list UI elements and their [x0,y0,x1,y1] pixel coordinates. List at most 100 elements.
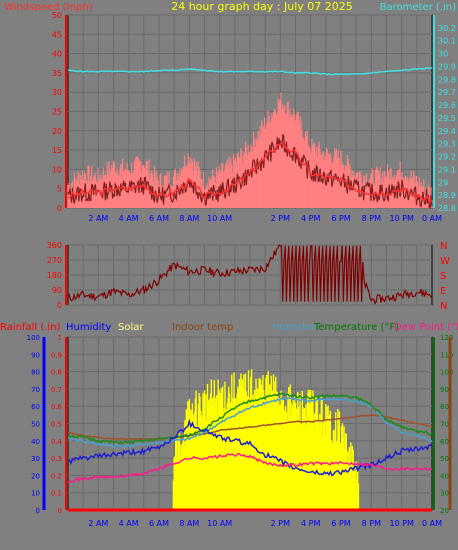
temp-y-tick: 20 [440,507,449,515]
rain-y-tick: 1 [58,334,62,342]
wind-y-tick: 15 [52,146,62,155]
wind-x-tick: 4 AM [119,214,139,223]
climate-series-label: Rainfall (.in) [0,322,61,333]
climate-series-label: Humidity [66,322,111,333]
climate-x-tick: 2 PM [271,519,290,528]
direction-compass-tick: N [440,301,447,312]
barometer-y-tick: 30 [438,50,448,59]
direction-y-tick: 270 [47,256,62,265]
humidity-y-tick: 80 [31,369,40,377]
temp-y-tick: 60 [440,438,449,446]
wind-y-tick: 30 [52,88,62,97]
direction-y-tick: 180 [47,271,62,280]
temp-y-tick: 80 [440,403,449,411]
barometer-y-tick: 28.8 [438,204,456,213]
wind-x-tick: 6 AM [149,214,169,223]
climate-series-label: Dew Point (°F) [394,322,458,333]
rain-y-tick: 0.5 [51,421,62,429]
climate-x-tick: 6 AM [149,519,169,528]
climate-series-label: Humidex [272,322,317,333]
climate-x-tick: 8 PM [362,519,381,528]
wind-y-tick: 20 [52,127,62,136]
rain-y-tick: 0.9 [51,351,62,359]
direction-compass-tick: S [440,271,446,282]
climate-x-tick: 0 AM [422,519,442,528]
humidity-y-tick: 70 [31,386,40,394]
indoor-temp-line [67,414,433,441]
barometer-y-tick: 29.2 [438,153,456,162]
direction-compass-tick: E [440,286,446,297]
wind-x-tick: 8 AM [179,214,199,223]
barometer-y-tick: 30.1 [438,37,456,46]
climate-series-label: Temperature (°F) [313,322,399,333]
wind-direction-line [67,244,433,305]
temp-y-tick: 50 [440,455,449,463]
barometer-y-tick: 29.5 [438,114,456,123]
rain-y-tick: 0.4 [51,438,63,446]
wind-avg-line [67,140,433,204]
humidity-y-tick: 90 [31,351,40,359]
barometer-label: Barometer (.in) [380,2,456,13]
temp-y-tick: 100 [440,369,453,377]
humidity-y-tick: 10 [31,490,40,498]
climate-x-tick: 10 PM [389,519,414,528]
wind-x-tick: 4 PM [301,214,320,223]
humidity-y-tick: 30 [31,455,40,463]
humidity-y-tick: 0 [36,507,40,515]
direction-y-tick: 0 [57,301,62,310]
temp-y-tick: 110 [440,351,453,359]
humidity-y-tick: 20 [31,472,40,480]
barometer-y-tick: 29.9 [438,62,456,71]
chart-title: 24 hour graph day : July 07 2025 [171,0,353,13]
wind-y-tick: 10 [52,165,62,174]
direction-y-tick: 90 [52,286,62,295]
barometer-line [67,67,433,76]
temp-y-tick: 30 [440,490,449,498]
barometer-y-tick: 29.3 [438,140,456,149]
wind-y-tick: 45 [52,30,62,39]
wind-y-tick: 25 [52,108,62,117]
wind-y-tick: 40 [52,50,62,59]
rain-y-tick: 0.1 [51,490,62,498]
wind-x-tick: 2 PM [271,214,290,223]
wind-y-tick: 5 [57,185,62,194]
wind-y-tick: 50 [52,11,62,20]
temp-y-tick: 120 [440,334,453,342]
climate-x-tick: 6 PM [331,519,350,528]
temp-y-tick: 40 [440,472,449,480]
humidity-y-tick: 50 [31,421,40,429]
climate-x-tick: 4 AM [119,519,139,528]
wind-x-tick: 6 PM [331,214,350,223]
climate-x-tick: 4 PM [301,519,320,528]
temp-y-tick: 70 [440,421,449,429]
climate-x-tick: 8 AM [179,519,199,528]
climate-x-tick: 2 AM [88,519,108,528]
climate-series-label: Solar [118,322,144,333]
barometer-y-tick: 30.2 [438,24,456,33]
direction-y-tick: 360 [47,241,62,250]
rain-y-tick: 0.7 [51,386,62,394]
dewpoint-line [67,452,432,483]
rain-y-tick: 0.6 [51,403,63,411]
temperature-line [67,392,433,445]
wind-x-tick: 0 AM [422,214,442,223]
barometer-y-tick: 29.7 [438,88,456,97]
direction-compass-tick: N [440,241,447,252]
climate-series-label: Indoor temp [172,322,233,333]
temp-y-tick: 90 [440,386,449,394]
rain-y-tick: 0.2 [51,472,62,480]
wind-x-tick: 8 PM [362,214,381,223]
wind-y-tick: 0 [57,204,62,213]
barometer-y-tick: 29.1 [438,165,456,174]
humidity-y-tick: 60 [31,403,40,411]
barometer-y-tick: 28.9 [438,191,456,200]
humidex-line [67,397,433,449]
wind-x-tick: 10 PM [389,214,414,223]
humidity-y-tick: 40 [31,438,40,446]
barometer-y-tick: 29.4 [438,127,456,136]
humidity-line [67,418,433,477]
wind-y-tick: 35 [52,69,62,78]
wind-x-tick: 10 AM [207,214,232,223]
barometer-y-tick: 29.8 [438,75,456,84]
